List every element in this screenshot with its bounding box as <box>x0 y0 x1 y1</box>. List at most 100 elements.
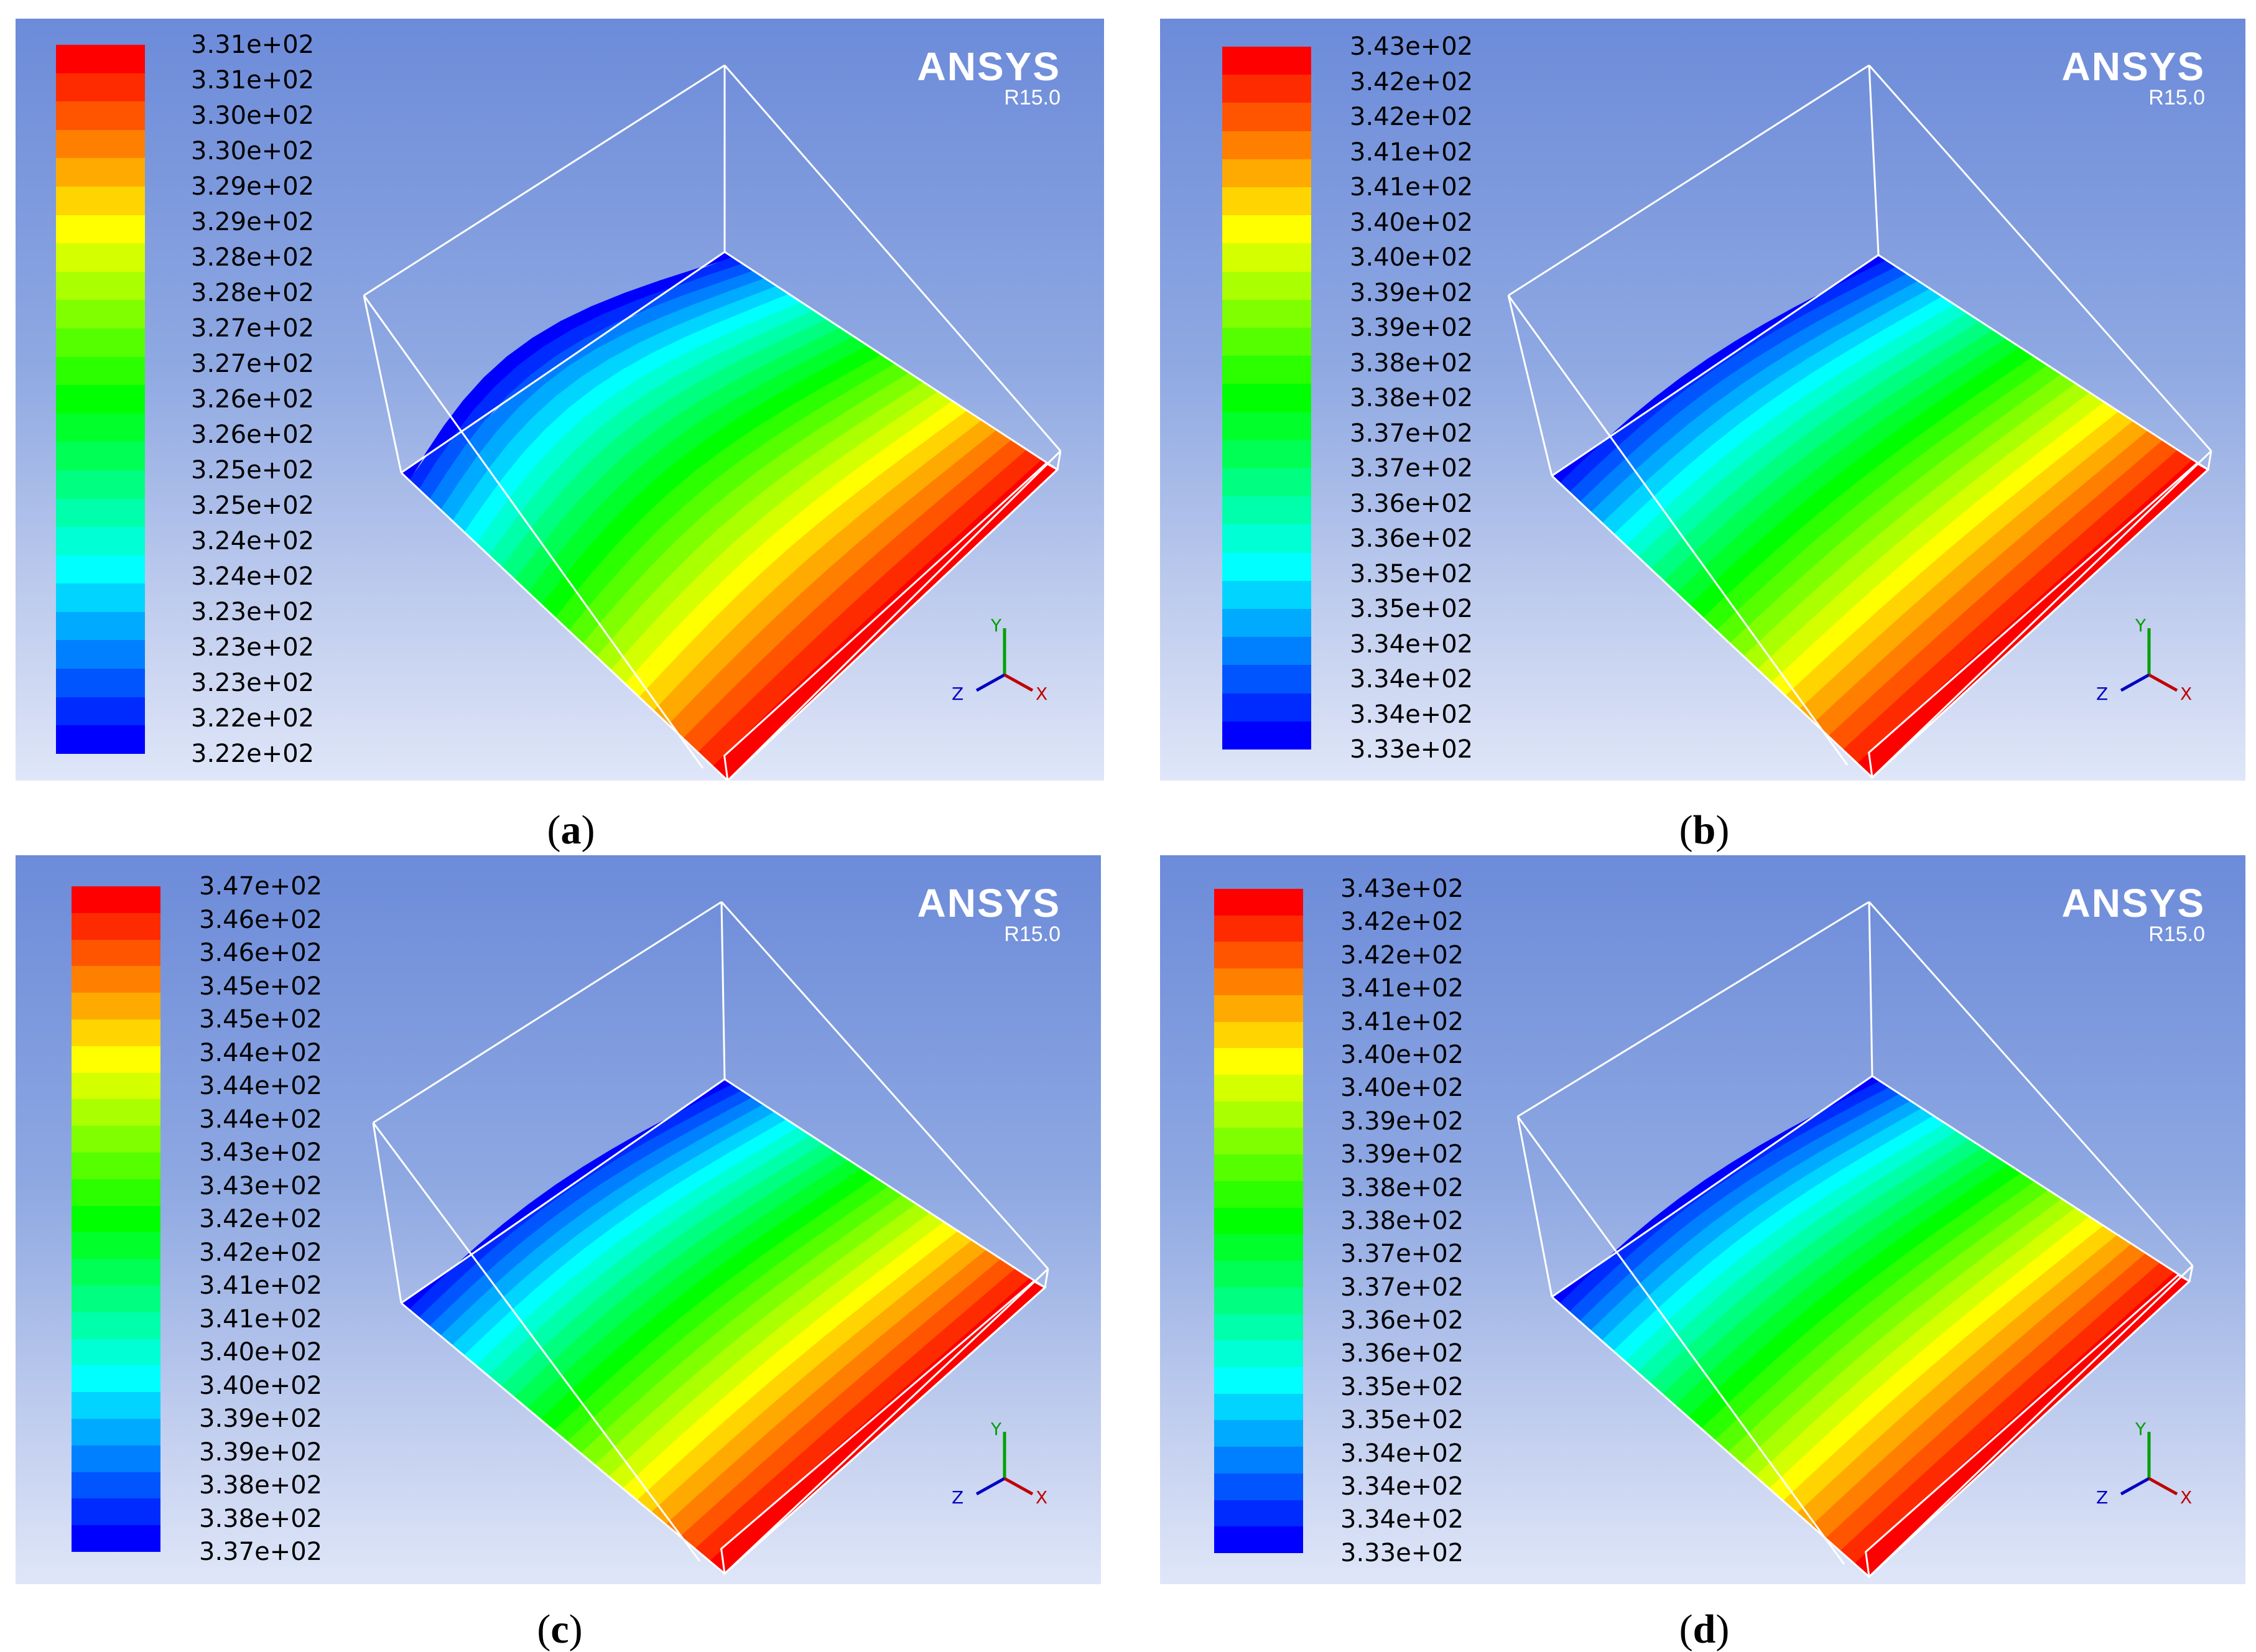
wireframe-edge <box>1044 1268 1049 1288</box>
colorbar-tick-label: 3.42e+02 <box>1350 67 1474 96</box>
colorbar-swatch <box>1222 440 1311 469</box>
colorbar-tick-label: 3.43e+02 <box>1340 875 1464 903</box>
wireframe-edge <box>1868 901 2194 1266</box>
colorbar-tick-label: 3.37e+02 <box>1340 1273 1464 1302</box>
colorbar-tick-label: 3.35e+02 <box>1350 595 1474 623</box>
colorbar <box>1222 47 1311 750</box>
colorbar-swatch <box>1222 187 1311 216</box>
colorbar-swatch <box>72 1445 160 1472</box>
colorbar-swatch <box>56 129 145 159</box>
z-axis-label: Z <box>952 1487 963 1508</box>
panel-caption: (c) <box>537 1607 583 1652</box>
x-axis-arrow <box>1003 1477 1034 1496</box>
colorbar-swatch <box>1222 524 1311 553</box>
panel-caption: (a) <box>547 807 595 853</box>
axis-triad: Y Z X <box>952 615 1047 704</box>
z-axis-arrow <box>975 1477 1006 1496</box>
colorbar-swatch <box>1214 1021 1303 1049</box>
colorbar-tick-label: 3.47e+02 <box>199 872 323 901</box>
colorbar-tick-label: 3.43e+02 <box>1350 32 1474 61</box>
brand-name: ANSYS <box>2061 44 2205 89</box>
colorbar-tick-label: 3.44e+02 <box>199 1105 323 1134</box>
y-axis-label: Y <box>990 615 1002 636</box>
brand-name: ANSYS <box>917 44 1061 89</box>
colorbar-swatch <box>56 243 145 272</box>
colorbar-tick-label: 3.38e+02 <box>1350 348 1474 378</box>
colorbar-swatch <box>1214 1207 1303 1235</box>
colorbar-tick-label: 3.37e+02 <box>1350 454 1474 483</box>
colorbar-tick-label: 3.39e+02 <box>1350 313 1474 342</box>
caption-letter: b <box>1692 807 1716 853</box>
colorbar-tick-label: 3.36e+02 <box>1340 1306 1464 1335</box>
colorbar-swatch <box>72 1525 160 1552</box>
colorbar-swatch <box>1222 131 1311 159</box>
wireframe-edge <box>372 1122 701 1562</box>
colorbar-swatch <box>1214 1128 1303 1155</box>
colorbar-swatch <box>56 583 145 612</box>
colorbar-swatch <box>72 1392 160 1419</box>
wireframe-edge <box>1551 254 1879 477</box>
wireframe-edge <box>720 901 1049 1269</box>
colorbar-swatch <box>1214 1261 1303 1288</box>
axis-triad: Y Z X <box>2096 1419 2192 1508</box>
colorbar-swatch <box>1222 159 1311 188</box>
colorbar-tick-label: 3.23e+02 <box>191 669 315 697</box>
colorbar-tick-label: 3.37e+02 <box>1340 1240 1464 1269</box>
colorbar-swatch <box>56 271 145 300</box>
colorbar-tick-label: 3.34e+02 <box>1350 629 1474 659</box>
colorbar-tick-label: 3.27e+02 <box>191 350 315 378</box>
colorbar-tick-label: 3.33e+02 <box>1340 1538 1464 1567</box>
wireframe-edge <box>723 65 1062 452</box>
wireframe-edge <box>726 468 1059 781</box>
colorbar-swatch <box>56 356 145 386</box>
colorbar-tick-label: 3.40e+02 <box>1350 243 1474 272</box>
colorbar-swatch <box>72 1152 160 1179</box>
colorbar-swatch <box>1222 693 1311 722</box>
colorbar-tick-label: 3.39e+02 <box>1340 1140 1464 1169</box>
colorbar <box>72 886 160 1552</box>
colorbar-tick-label: 3.37e+02 <box>1350 419 1474 448</box>
colorbar-labels: 3.43e+02 3.42e+02 3.42e+02 3.41e+02 3.41e+02… <box>1350 34 1473 762</box>
wireframe-edge <box>1508 64 1870 297</box>
colorbar-swatch <box>56 101 145 130</box>
colorbar <box>1214 889 1303 1553</box>
colorbar-swatch <box>56 697 145 726</box>
brand-name: ANSYS <box>917 881 1061 926</box>
colorbar-tick-label: 3.36e+02 <box>1340 1339 1464 1368</box>
brand-logo: ANSYS R15.0 <box>2062 883 2206 945</box>
y-axis-label: Y <box>2135 615 2147 636</box>
brand-logo: ANSYS R15.0 <box>2062 47 2206 109</box>
wireframe-edge <box>1056 450 1062 470</box>
colorbar-swatch <box>1214 1500 1303 1527</box>
wireframe-edge <box>1872 1075 2190 1283</box>
wireframe-edge <box>726 450 1062 781</box>
brand-version: R15.0 <box>2148 922 2205 946</box>
colorbar-tick-label: 3.34e+02 <box>1340 1439 1464 1468</box>
colorbar-tick-label: 3.39e+02 <box>199 1437 323 1467</box>
wireframe-edge <box>1868 901 1873 1077</box>
colorbar-swatch <box>56 470 145 499</box>
colorbar-tick-label: 3.26e+02 <box>191 385 315 414</box>
colorbar-tick-label: 3.44e+02 <box>199 1072 323 1100</box>
colorbar-swatch <box>72 1126 160 1153</box>
colorbar-swatch <box>1222 299 1311 328</box>
caption-letter: d <box>1692 1607 1716 1652</box>
colorbar-swatch <box>1222 552 1311 581</box>
colorbar <box>56 45 145 754</box>
colorbar-tick-label: 3.30e+02 <box>191 101 315 130</box>
colorbar-tick-label: 3.35e+02 <box>1350 559 1474 588</box>
colorbar-tick-label: 3.37e+02 <box>199 1538 323 1566</box>
colorbar-tick-label: 3.38e+02 <box>199 1471 323 1500</box>
colorbar-swatch <box>1222 721 1311 750</box>
colorbar-tick-label: 3.43e+02 <box>199 1171 323 1200</box>
colorbar-swatch <box>72 939 160 967</box>
colorbar-tick-label: 3.27e+02 <box>191 314 315 343</box>
colorbar-tick-label: 3.45e+02 <box>199 972 323 1001</box>
colorbar-tick-label: 3.30e+02 <box>191 137 315 165</box>
colorbar-swatch <box>1222 609 1311 638</box>
colorbar-swatch <box>56 300 145 328</box>
x-axis-label: X <box>1036 1487 1047 1508</box>
colorbar-tick-label: 3.31e+02 <box>191 66 315 95</box>
wireframe-edge <box>373 901 722 1124</box>
colorbar-swatch <box>1214 1314 1303 1341</box>
